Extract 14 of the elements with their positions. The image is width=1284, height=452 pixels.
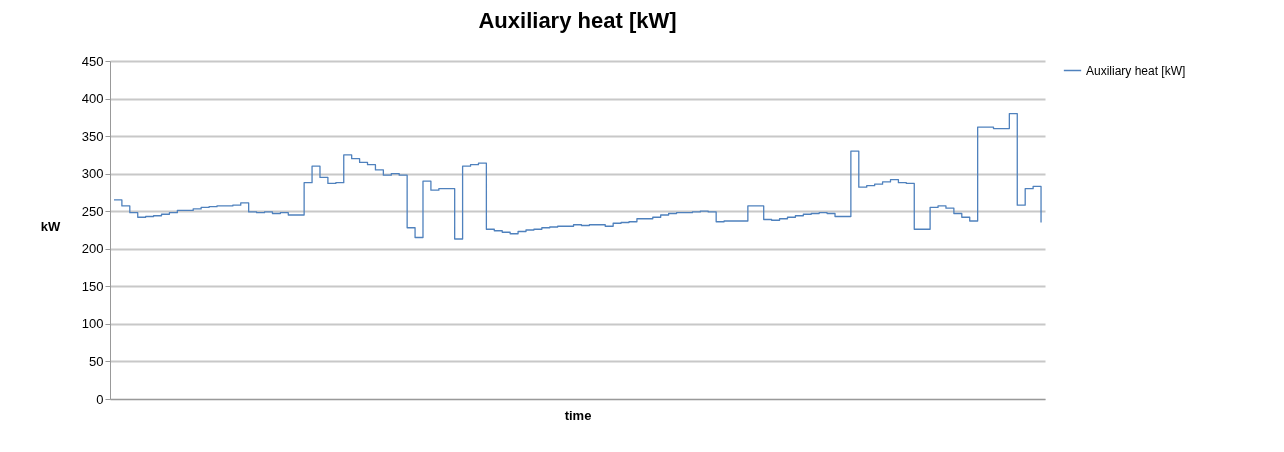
legend-label: Auxiliary heat [kW] (1086, 63, 1186, 78)
y-tick-label: 100 (81, 316, 104, 332)
chart-title: Auxiliary heat [kW] (478, 8, 677, 33)
y-tick-label: 450 (81, 53, 104, 69)
y-tick-label: 350 (81, 128, 104, 144)
x-axis-title: time (564, 407, 592, 423)
y-tick-label: 400 (81, 91, 104, 107)
y-tick-label: 0 (96, 391, 104, 407)
y-axis-title: kW (40, 218, 61, 234)
y-tick-label: 50 (89, 353, 104, 369)
y-tick-label: 150 (81, 278, 104, 294)
y-tick-label: 250 (81, 203, 104, 219)
y-tick-label: 300 (81, 166, 104, 182)
y-tick-label: 200 (81, 241, 104, 257)
